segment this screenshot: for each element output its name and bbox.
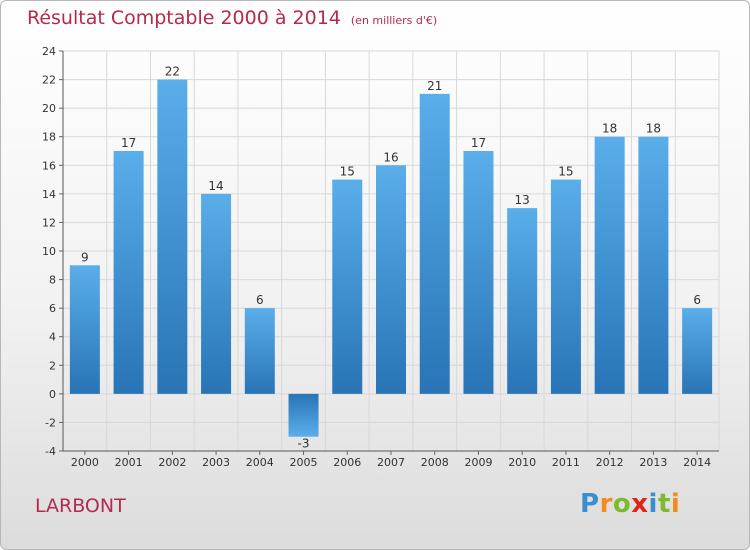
chart-title: Résultat Comptable 2000 à 2014 (en millie… (27, 7, 437, 29)
bar (332, 179, 363, 394)
logo-letter: t (657, 489, 671, 519)
bar (463, 151, 494, 394)
y-tick-label: 18 (42, 131, 56, 144)
y-tick-label: 6 (49, 302, 56, 315)
y-tick-label: 8 (49, 274, 56, 287)
x-tick-label: 2004 (246, 456, 274, 469)
data-label: 16 (383, 150, 398, 164)
y-tick-label: 4 (49, 331, 56, 344)
y-tick-label: 10 (42, 245, 56, 258)
bar (507, 208, 538, 394)
x-tick-label: 2014 (683, 456, 711, 469)
x-tick-label: 2007 (377, 456, 405, 469)
data-label: 9 (81, 250, 89, 264)
logo-letter: i (648, 489, 658, 519)
bar (376, 165, 406, 394)
data-label: 18 (602, 122, 617, 136)
commune-name: LARBONT (35, 495, 126, 517)
bar (157, 79, 188, 394)
data-label: 6 (693, 293, 701, 307)
x-tick-label: 2005 (290, 456, 318, 469)
logo-letter: i (670, 489, 681, 519)
y-tick-label: -4 (45, 445, 56, 458)
y-tick-label: 2 (49, 359, 56, 372)
data-label: 15 (558, 165, 573, 179)
y-tick-label: 24 (42, 45, 56, 58)
data-label: 18 (646, 122, 661, 136)
x-tick-label: 2001 (115, 456, 143, 469)
chart-subtitle: (en milliers d'€) (350, 14, 438, 27)
bar (288, 393, 319, 437)
y-tick-label: 20 (42, 102, 56, 115)
bar (69, 265, 100, 394)
title-text: Résultat Comptable 2000 à 2014 (27, 7, 341, 29)
bar (638, 136, 669, 394)
x-tick-label: 2006 (333, 456, 361, 469)
proxiti-logo[interactable]: Proxiti (580, 489, 680, 519)
logo-letter: P (580, 489, 600, 519)
y-tick-label: 14 (42, 188, 56, 201)
data-label: 15 (340, 165, 355, 179)
x-tick-label: 2013 (639, 456, 667, 469)
x-tick-label: 2003 (202, 456, 230, 469)
x-tick-label: 2009 (464, 456, 492, 469)
data-label: 6 (256, 293, 264, 307)
y-tick-label: 16 (42, 159, 56, 172)
logo-letter: r (599, 489, 613, 519)
bar (682, 308, 713, 394)
bar (594, 136, 625, 394)
x-tick-label: 2011 (552, 456, 580, 469)
x-tick-label: 2002 (158, 456, 186, 469)
data-label: 17 (471, 136, 486, 150)
data-label: 13 (515, 193, 530, 207)
x-tick-label: 2010 (508, 456, 536, 469)
x-tick-label: 2000 (71, 456, 99, 469)
y-tick-label: 12 (42, 216, 56, 229)
y-tick-label: 22 (42, 74, 56, 87)
x-tick-label: 2008 (421, 456, 449, 469)
bar (244, 308, 275, 394)
data-label: 17 (121, 136, 136, 150)
y-tick-label: -2 (45, 416, 56, 429)
data-label: 14 (208, 179, 223, 193)
y-tick-label: 0 (49, 388, 56, 401)
bar (550, 179, 581, 394)
data-label: 21 (427, 79, 442, 93)
bar (419, 93, 450, 394)
data-label: 22 (165, 65, 180, 79)
x-tick-label: 2012 (596, 456, 624, 469)
data-label: -3 (298, 437, 310, 451)
bar (201, 193, 232, 394)
logo-letter: x (631, 489, 649, 519)
logo-letter: o (612, 489, 632, 519)
bar (113, 151, 144, 394)
